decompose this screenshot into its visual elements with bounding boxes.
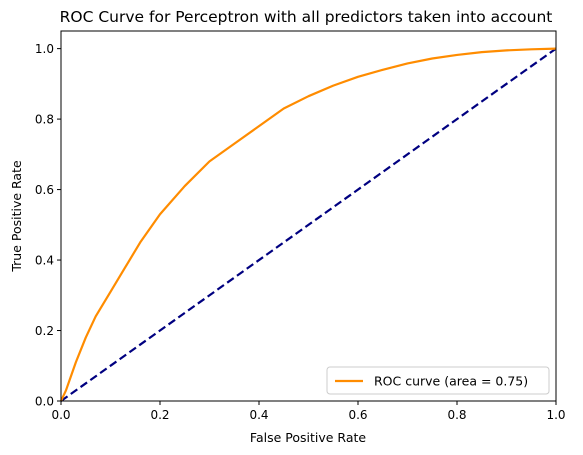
x-axis-label: False Positive Rate [250,430,366,445]
series-layer [60,47,557,402]
y-axis-ticks: 0.0 0.2 0.4 0.6 0.8 1.0 [35,42,61,409]
x-tick-label: 1.0 [546,408,565,422]
plot-frame [60,30,557,402]
y-axis-label: True Positive Rate [9,160,24,273]
x-tick-label: 0.6 [348,408,367,422]
x-axis-ticks: 0.0 0.2 0.4 0.6 0.8 1.0 [51,401,566,422]
chart-title: ROC Curve for Perceptron with all predic… [60,8,553,26]
x-tick-label: 0.4 [249,408,268,422]
legend: ROC curve (area = 0.75) [326,366,550,395]
chance-diagonal-line [60,47,557,402]
x-tick-label: 0.8 [447,408,466,422]
x-tick-label: 0.0 [51,408,70,422]
x-tick-label: 0.2 [150,408,169,422]
legend-box [326,366,550,395]
y-tick-label: 0.4 [35,254,54,268]
legend-label-roc: ROC curve (area = 0.75) [374,374,528,389]
plot-area [61,31,556,401]
y-tick-label: 0.6 [35,183,54,197]
y-tick-label: 0.8 [35,113,54,127]
y-tick-label: 0.2 [35,324,54,338]
roc-curve-line [60,47,557,402]
y-tick-label: 0.0 [35,395,54,409]
y-tick-label: 1.0 [35,42,54,56]
